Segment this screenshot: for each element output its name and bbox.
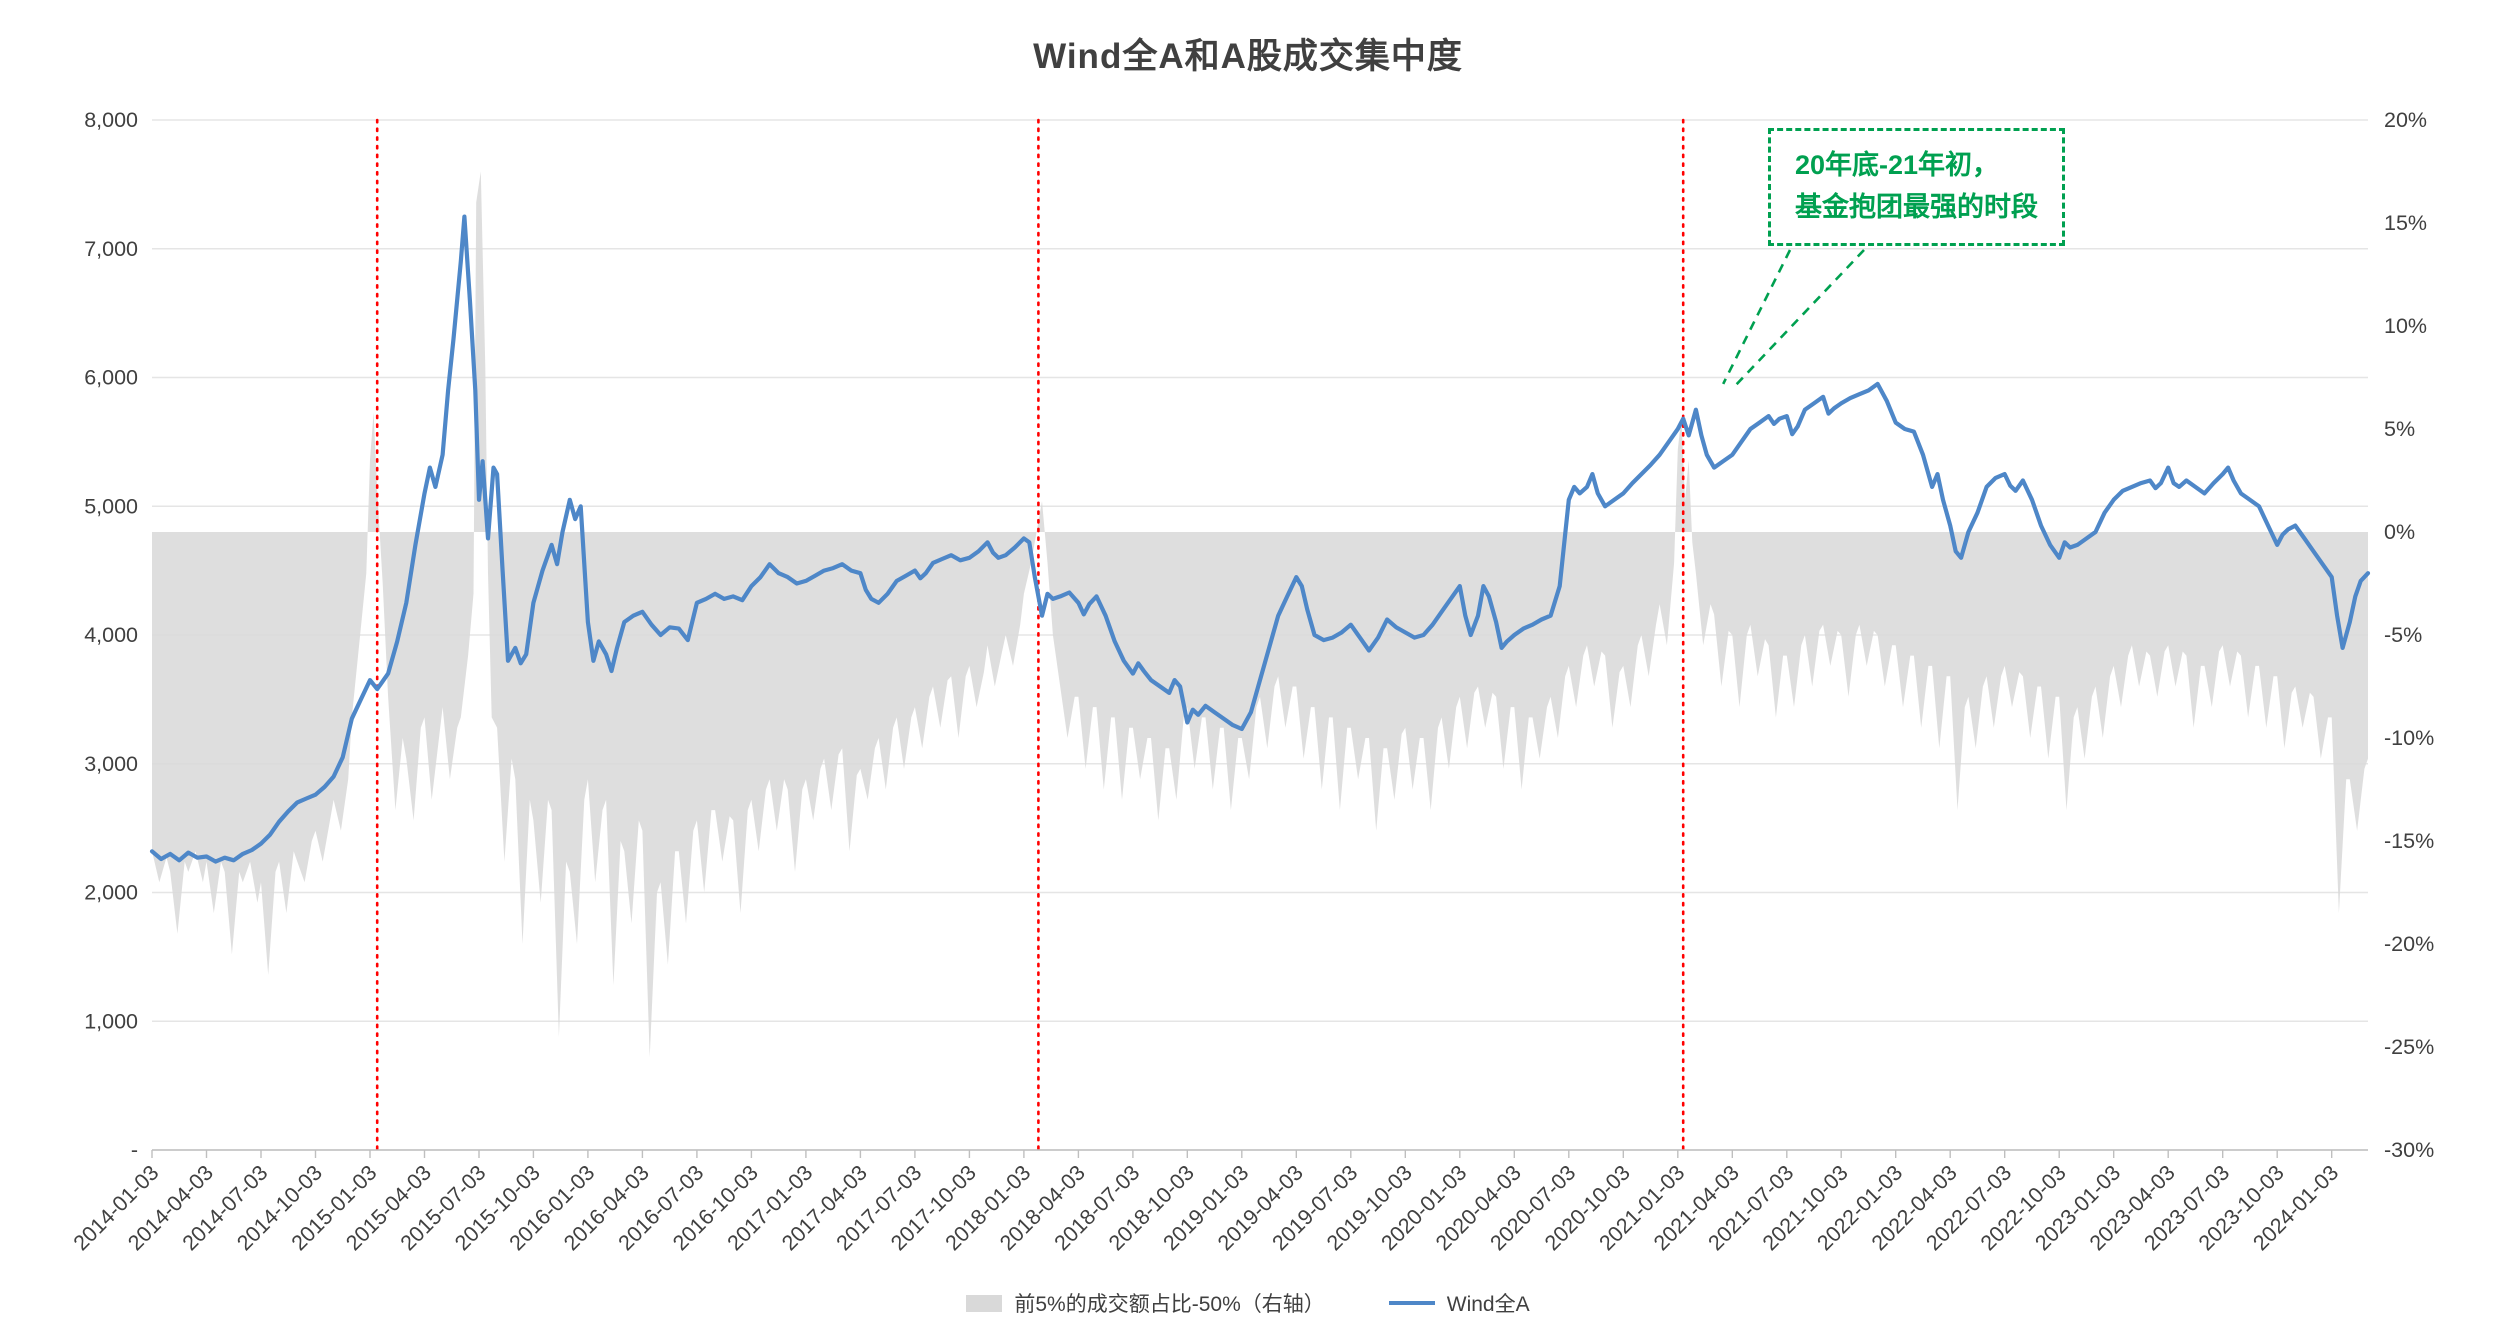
annotation-callout-lines <box>1722 249 1865 390</box>
svg-text:-20%: -20% <box>2384 932 2434 956</box>
svg-text:6,000: 6,000 <box>84 366 138 390</box>
svg-text:-: - <box>131 1138 138 1162</box>
svg-text:20%: 20% <box>2384 108 2427 132</box>
concentration-area-series <box>152 171 2368 1058</box>
svg-text:5%: 5% <box>2384 417 2415 441</box>
annotation-line-1: 20年底-21年初， <box>1795 150 2000 180</box>
svg-text:7,000: 7,000 <box>84 237 138 261</box>
annotation-line-2: 基金抱团最强的时段 <box>1795 191 2038 222</box>
svg-text:-5%: -5% <box>2384 623 2422 647</box>
x-axis-ticks <box>151 1150 2333 1158</box>
legend-label-wind-all-a: Wind全A <box>1446 1293 1530 1316</box>
legend-item-wind-all-a: Wind全A <box>1388 1288 1530 1318</box>
area-series-swatch-icon <box>966 1294 1003 1312</box>
svg-text:-30%: -30% <box>2384 1138 2434 1162</box>
svg-text:5,000: 5,000 <box>84 494 138 518</box>
svg-text:8,000: 8,000 <box>84 108 138 132</box>
svg-text:-10%: -10% <box>2384 726 2434 750</box>
svg-text:4,000: 4,000 <box>84 623 138 647</box>
svg-text:3,000: 3,000 <box>84 752 138 776</box>
annotation-box: 20年底-21年初， 基金抱团最强的时段 <box>1768 128 2065 246</box>
svg-text:-15%: -15% <box>2384 829 2434 853</box>
legend-item-concentration: 前5%的成交额占比-50%（右轴） <box>966 1288 1325 1318</box>
svg-text:2,000: 2,000 <box>84 881 138 905</box>
svg-text:-25%: -25% <box>2384 1035 2434 1059</box>
chart-title: Wind全A和A股成交集中度 <box>1033 37 1463 76</box>
wind-all-a-line-series <box>149 214 2371 864</box>
svg-text:0%: 0% <box>2384 520 2415 544</box>
svg-text:15%: 15% <box>2384 211 2427 235</box>
legend-label-concentration: 前5%的成交额占比-50%（右轴） <box>1014 1293 1325 1316</box>
chart-legend: 前5%的成交额占比-50%（右轴） Wind全A <box>0 1288 2496 1318</box>
x-axis-labels: 2014-01-032014-04-032014-07-032014-10-03… <box>69 1161 2343 1256</box>
svg-text:1,000: 1,000 <box>84 1009 138 1033</box>
y-axis-right-labels: -30% -25% -20% -15% -10% -5% 0% 5% 10% 15% 20% <box>2384 108 2434 1162</box>
event-vlines <box>375 118 1685 1152</box>
line-series-swatch-icon <box>1388 1301 1435 1305</box>
svg-text:10%: 10% <box>2384 314 2427 338</box>
y-axis-left-labels: - 1,000 2,000 3,000 4,000 5,000 6,000 7,000 8,00… <box>84 108 138 1162</box>
